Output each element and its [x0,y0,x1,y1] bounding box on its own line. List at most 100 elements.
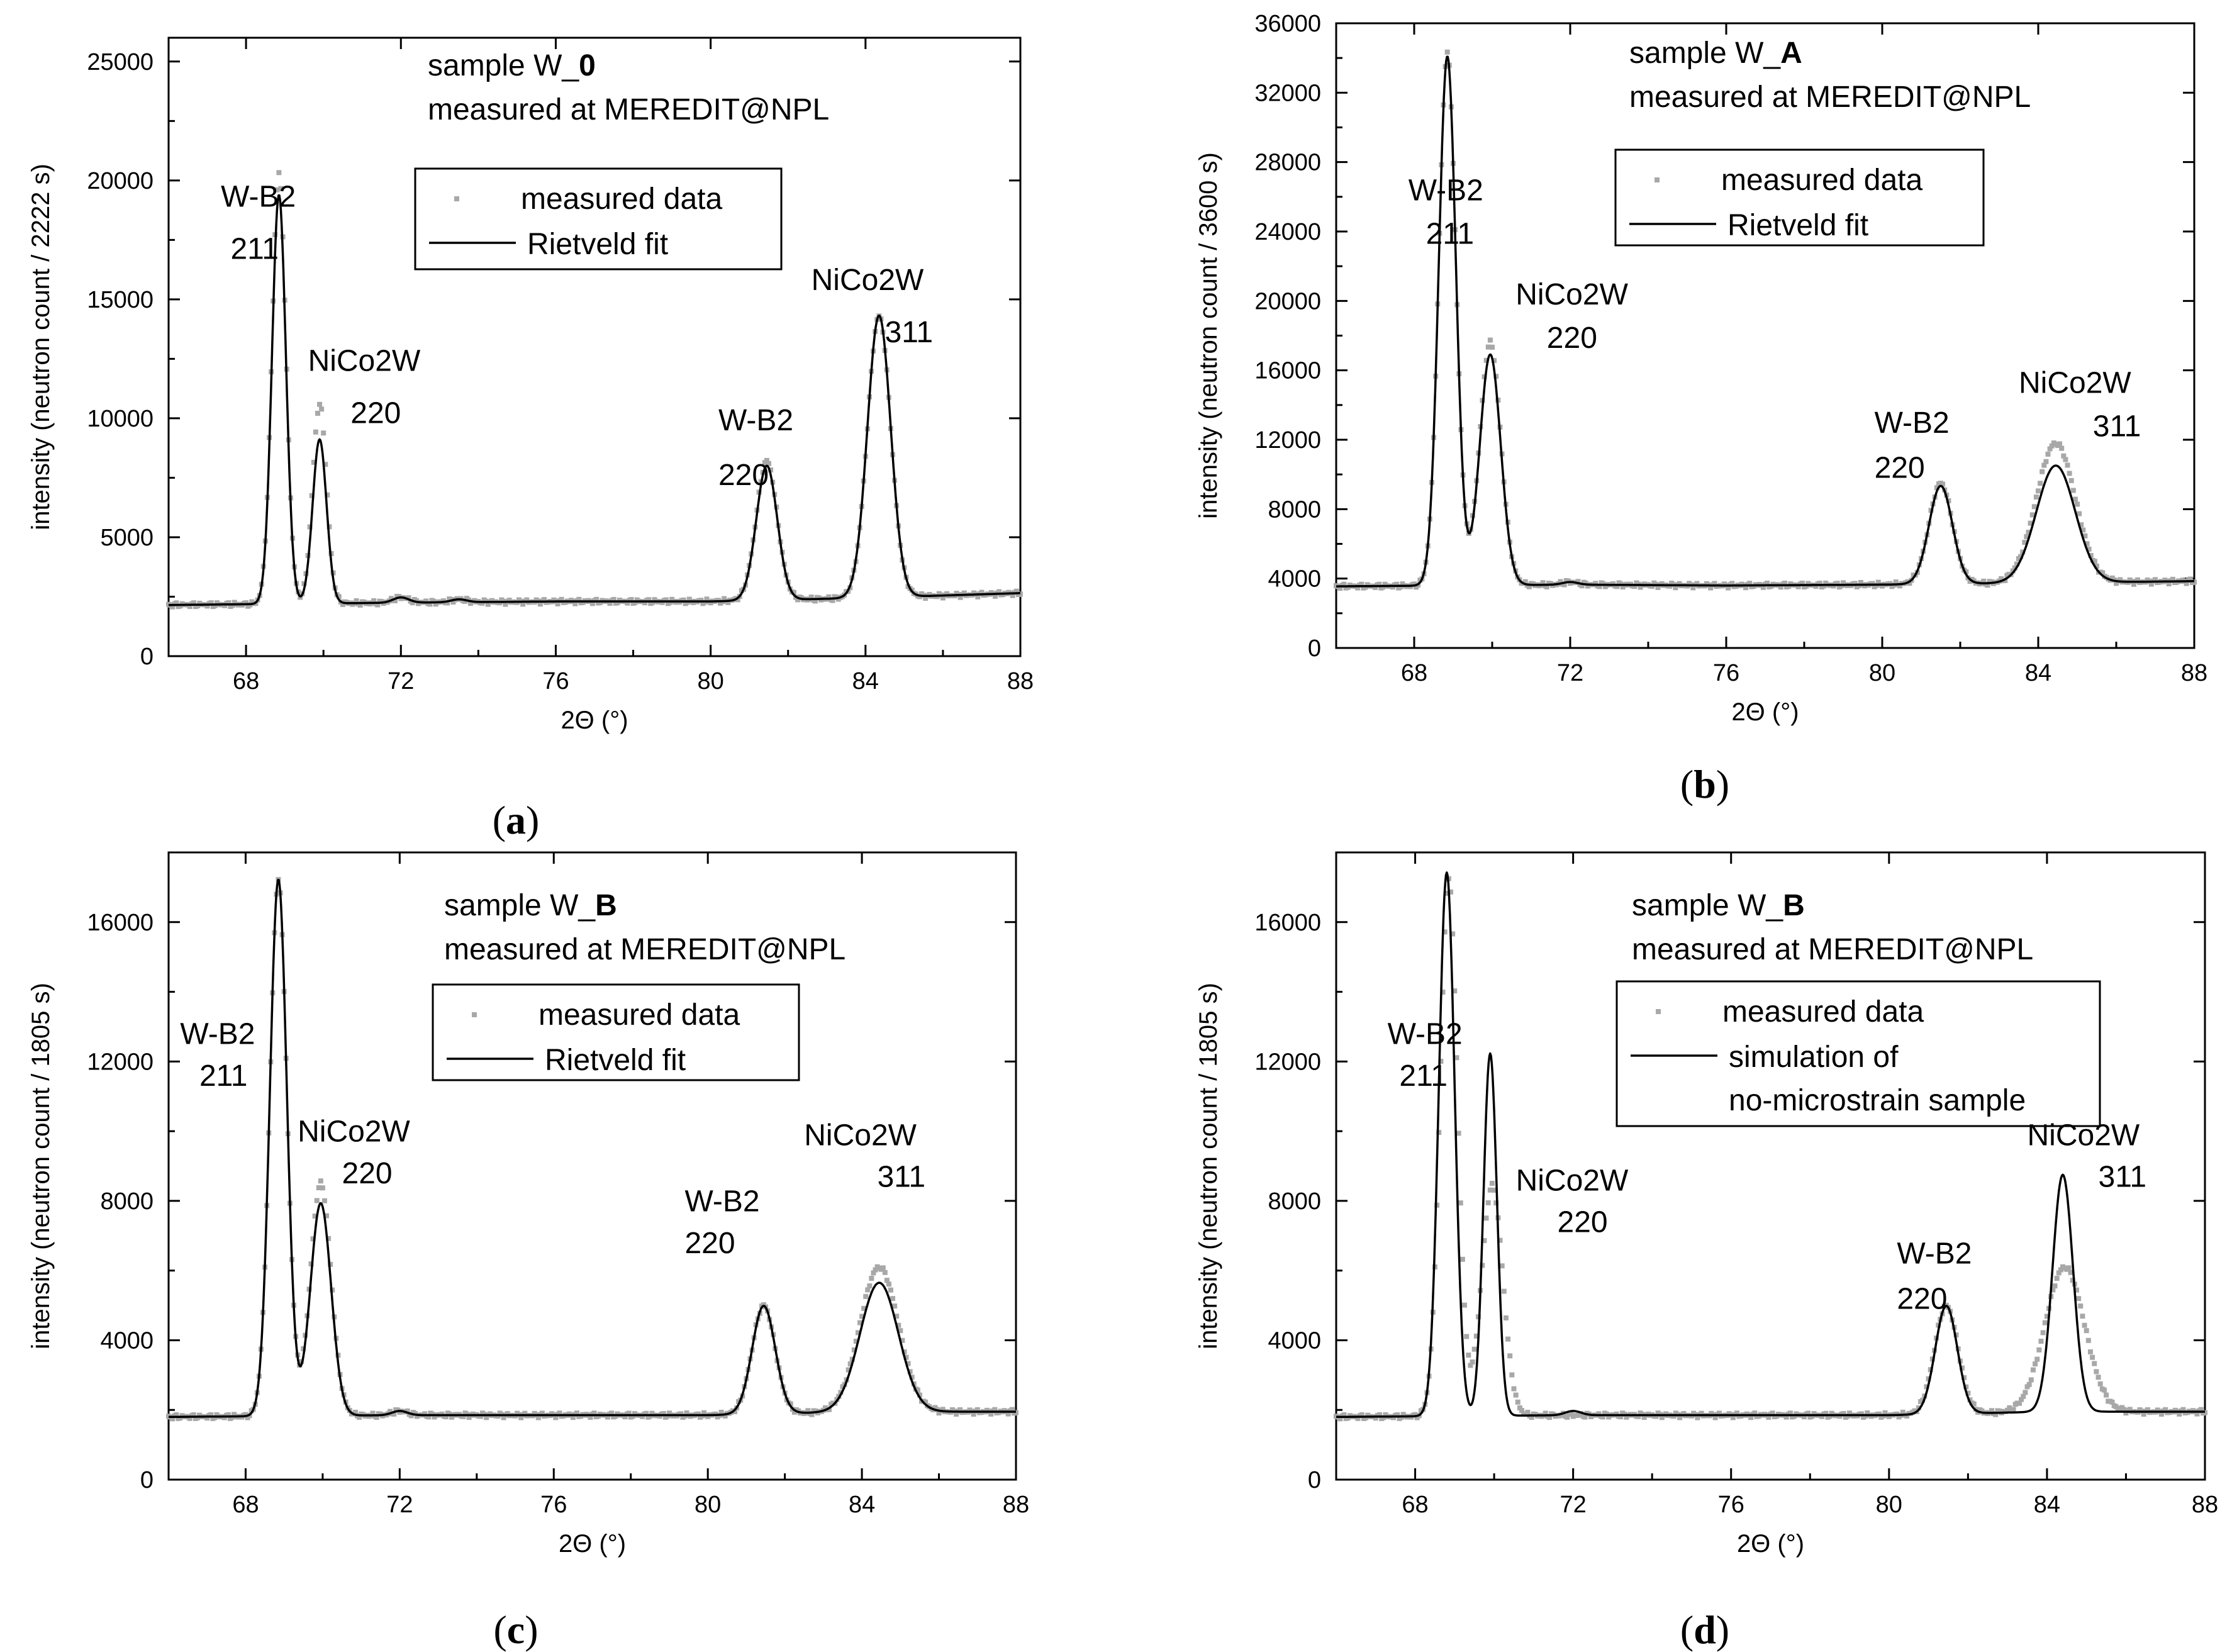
measured-point [2109,1399,2115,1405]
measured-point [1600,1414,1605,1420]
y-tick-label: 4000 [100,1327,153,1354]
measured-point [1373,584,1378,590]
measured-point [555,601,561,606]
measured-point [1673,585,1678,591]
measured-point [317,401,323,407]
measured-point [2014,561,2019,567]
measured-point [861,1305,867,1311]
measured-point [1597,584,1602,589]
measured-point [1341,581,1347,587]
measured-point [174,1412,179,1417]
measured-point [1632,584,1638,589]
measured-point [1712,1415,1718,1420]
sample-id: A [1780,36,1802,70]
measured-point [2050,1287,2056,1293]
measured-point [1395,1412,1400,1417]
measured-point [2092,559,2097,564]
measured-point [570,1415,576,1420]
measured-point [853,1338,859,1344]
measured-point [553,1415,559,1420]
measured-point [695,1411,701,1417]
measured-point [2088,553,2094,559]
measured-point [1841,1411,1846,1417]
measured-point [2022,540,2028,545]
measured-point [226,600,232,606]
measured-point [2094,1369,2099,1375]
measured-point [1341,1412,1347,1417]
measured-point [1442,929,1448,935]
measured-point [243,600,249,606]
measured-point [310,1236,316,1242]
measured-point [1444,891,1449,896]
measured-point [867,1283,873,1289]
x-tick-label: 88 [1007,668,1034,695]
measured-point [1359,581,1364,587]
measured-point [1870,581,1875,586]
measured-point [2033,1361,2038,1367]
panel-b: 68 72 76 80 84 88 0 4000 8000 12000 16000 20000 2400… [1195,11,2207,806]
measured-point [1489,1180,1495,1186]
measured-point [2036,1347,2042,1353]
legend-measured-marker [472,1012,477,1017]
x-tick-label: 80 [1869,660,1895,686]
peak-annotation: 211 [1426,217,1475,250]
measured-point [2019,1397,2024,1402]
measured-point [2065,462,2070,468]
measured-point [607,600,613,606]
measured-point [2187,576,2193,582]
x-tick-label: 68 [1401,660,1427,686]
fit-line [1336,871,2206,1419]
y-tick-label: 8000 [100,1188,153,1215]
measured-point [830,598,835,603]
measured-point [1726,585,1731,591]
measured-point [892,1303,898,1309]
measured-point [311,459,316,465]
peak-annotation: W-B2 [1897,1237,1972,1271]
measured-point [1993,1412,1999,1417]
measured-point [1519,1408,1525,1414]
x-axis-title: 2Θ (°) [1737,1530,1804,1558]
measured-point [426,1414,432,1420]
panel-label: (b) [1680,762,1729,806]
x-tick-label: 72 [1557,660,1583,686]
x-tick-label: 88 [2192,1492,2218,1518]
measured-point [1492,1187,1497,1193]
fit-line [1336,55,2195,588]
measured-point [2028,520,2033,526]
measured-point [276,170,282,176]
panel-c: 68 72 76 80 84 88 0 4000 8000 12000 16000 2Θ (°) int… [27,851,1029,1652]
measured-point [954,1411,959,1417]
x-tick-label: 80 [1876,1492,1902,1518]
measured-point [1743,585,1748,591]
peak-annotation: NiCo2W [1516,1164,1629,1197]
y-tick-label: 4000 [1268,566,1321,593]
measured-point [2095,1375,2101,1380]
x-tick-label: 68 [233,668,259,695]
measured-point [788,1401,793,1407]
legend-measured-label: measured data [521,182,723,216]
x-tick-label: 84 [852,668,879,695]
measured-point [2029,512,2035,518]
measured-at-title: measured at MEREDIT@NPL [1632,933,2033,966]
x-tick-label: 76 [542,668,569,695]
measured-point [1493,374,1499,379]
measured-point [1376,581,1382,587]
measured-point [2166,581,2172,587]
x-axis-title: 2Θ (°) [561,706,628,734]
x-tick-label: 68 [1402,1492,1428,1518]
measured-point [827,1407,832,1412]
measured-point [374,1415,379,1420]
measured-point [1963,1384,1969,1390]
measured-point [698,598,704,603]
measured-point [845,1367,851,1373]
measured-point [375,602,381,608]
measured-point [2011,1407,2016,1412]
measured-point [1450,931,1456,937]
measured-point [1690,585,1696,591]
measured-point [1748,1415,1754,1420]
measured-point [2076,1296,2082,1302]
measured-point [849,1356,855,1362]
y-tick-label: 36000 [1254,11,1321,37]
measured-point [609,1410,615,1416]
measured-point [2184,581,2189,586]
